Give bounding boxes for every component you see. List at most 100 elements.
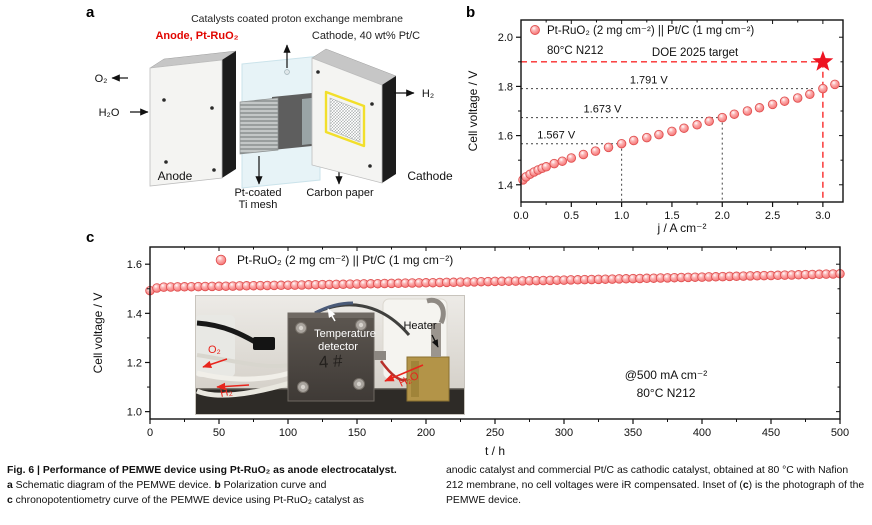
inset-h2o-arrow — [384, 364, 424, 382]
svg-text:1.0: 1.0 — [614, 210, 629, 222]
data-point — [742, 106, 753, 116]
svg-text:300: 300 — [555, 427, 573, 439]
caption-line-3: c chronopotentiometry curve of the PEMWE… — [7, 494, 439, 509]
ti-mesh-label-1: Pt-coated — [234, 187, 281, 199]
tube-2 — [195, 380, 291, 398]
caption-left-column: Fig. 6 | Performance of PEMWE device usi… — [7, 464, 439, 508]
caption-right-text-3: ) is the — [748, 479, 780, 491]
membrane-title: Catalysts coated proton exchange membran… — [191, 13, 403, 25]
caption-c-marker: c — [7, 494, 13, 506]
svg-text:2.0: 2.0 — [498, 32, 513, 44]
svg-text:500: 500 — [831, 427, 849, 439]
svg-text:1.8: 1.8 — [498, 81, 513, 93]
cable-connector — [253, 337, 275, 350]
h2-label: H₂ — [422, 88, 434, 100]
cathode-label: Cathode — [407, 169, 453, 183]
data-point — [549, 158, 559, 169]
temperature-membrane-label: 80°C N212 — [637, 386, 696, 400]
caption-c-text: chronopotentiometry curve of the PEMWE d… — [12, 494, 364, 506]
clamp — [426, 297, 446, 325]
data-point — [729, 109, 740, 119]
caption-b-text: Polarization curve and — [220, 479, 327, 491]
legend-label: Pt-RuO₂ (2 mg cm⁻²) || Pt/C (1 mg cm⁻²) — [547, 25, 754, 37]
data-point — [578, 149, 589, 160]
data-point — [792, 93, 803, 103]
data-point — [779, 96, 790, 106]
thermocouple-cable — [314, 301, 354, 315]
svg-text:1.2: 1.2 — [127, 357, 142, 369]
ref-voltage-label: 1.791 V — [630, 75, 669, 87]
heater-arrow — [431, 334, 439, 348]
tube-1 — [196, 370, 291, 382]
o2-label: O₂ — [95, 73, 108, 85]
svg-text:350: 350 — [624, 427, 642, 439]
data-point — [830, 79, 840, 90]
caption-right-column: anodic catalyst and commercial Pt/C as c… — [446, 464, 866, 508]
flow-field-outline — [324, 90, 366, 148]
legend: Pt-RuO₂ (2 mg cm⁻²) || Pt/C (1 mg cm⁻²) — [215, 253, 453, 267]
legend: Pt-RuO₂ (2 mg cm⁻²) || Pt/C (1 mg cm⁻²) 8… — [530, 25, 754, 57]
caption-b-marker: b — [214, 479, 221, 491]
doe-target-star — [812, 50, 834, 71]
caption-right-text-1: anodic catalyst and commercial Pt/C as c… — [446, 465, 816, 476]
svg-text:1.0: 1.0 — [127, 407, 142, 419]
caption-a-text: Schematic diagram of the PEMWE device. — [12, 479, 215, 491]
svg-text:2.0: 2.0 — [715, 210, 730, 222]
data-point — [557, 156, 568, 166]
chronopotentiometry-chart: Pt-RuO₂ (2 mg cm⁻²) || Pt/C (1 mg cm⁻²) @… — [91, 246, 849, 458]
data-point — [603, 142, 614, 153]
x-axis-label: t / h — [485, 444, 505, 458]
cathode-plate — [311, 48, 397, 184]
x-axis-label: j / A cm⁻² — [656, 221, 706, 235]
svg-text:3.0: 3.0 — [815, 210, 830, 222]
svg-text:50: 50 — [213, 427, 225, 439]
data-point — [616, 138, 627, 149]
caption-right-text-2: Nafion 212 membrane, no cell voltages we… — [446, 465, 849, 491]
data-point — [628, 135, 639, 146]
svg-text:200: 200 — [417, 427, 435, 439]
doe-target: DOE 2025 target — [521, 47, 824, 202]
svg-text:2.5: 2.5 — [765, 210, 780, 222]
svg-text:450: 450 — [762, 427, 780, 439]
condition-label: 80°C N212 — [547, 45, 603, 57]
carbon-paper-label: Carbon paper — [306, 187, 374, 199]
pemwe-device-photo: 4 # Temperature detector Heater O₂ H₂ H₂… — [195, 295, 465, 415]
polarization-series — [518, 79, 840, 185]
ti-mesh-label-2: Ti mesh — [239, 199, 278, 211]
caption-right-c-marker: c — [742, 479, 749, 491]
cell-fitting — [374, 351, 386, 360]
y-axis-label: Cell voltage / V — [466, 71, 480, 152]
heater-stripe — [411, 361, 419, 397]
caption-title: Fig. 6 | Performance of PEMWE device usi… — [7, 465, 397, 476]
current-density-label: @500 mA cm⁻² — [625, 368, 708, 382]
legend-marker — [215, 254, 227, 266]
inset-o2-label: O₂ — [208, 344, 221, 356]
data-point — [566, 153, 577, 163]
inset-h2-arrow — [216, 382, 250, 391]
cathode-heading: Cathode, 40 wt% Pt/C — [312, 30, 420, 42]
caption-line-2: a Schematic diagram of the PEMWE device.… — [7, 479, 439, 494]
data-point — [590, 146, 601, 156]
ref-voltage-label: 1.673 V — [584, 104, 623, 116]
y-axis-label: Cell voltage / V — [91, 293, 105, 374]
cable-left — [196, 320, 259, 346]
heater-label: Heater — [403, 320, 436, 332]
axes: 0 50 100 150 200 250 300 350 400 450 500 1.0 1.2 1.4 1… — [127, 246, 849, 439]
panel-letter-a: a — [86, 4, 95, 21]
h2o-label: H₂O — [99, 107, 120, 119]
cathode-flow-field — [329, 97, 361, 143]
data-point — [667, 126, 677, 137]
data-point — [717, 112, 728, 123]
data-point — [679, 123, 689, 133]
membrane-pointer-dot — [284, 69, 290, 75]
temperature-detector-label-2: detector — [318, 341, 358, 353]
condition-annotation: @500 mA cm⁻² 80°C N212 — [625, 368, 708, 400]
data-point — [654, 129, 664, 140]
temperature-detector-label-1: Temperature — [314, 328, 376, 340]
chronopotentiometry-series — [145, 269, 845, 296]
svg-text:0.5: 0.5 — [564, 210, 579, 222]
inset-h2-label: H₂ — [219, 386, 233, 400]
data-point — [704, 116, 714, 127]
data-point — [805, 89, 815, 100]
